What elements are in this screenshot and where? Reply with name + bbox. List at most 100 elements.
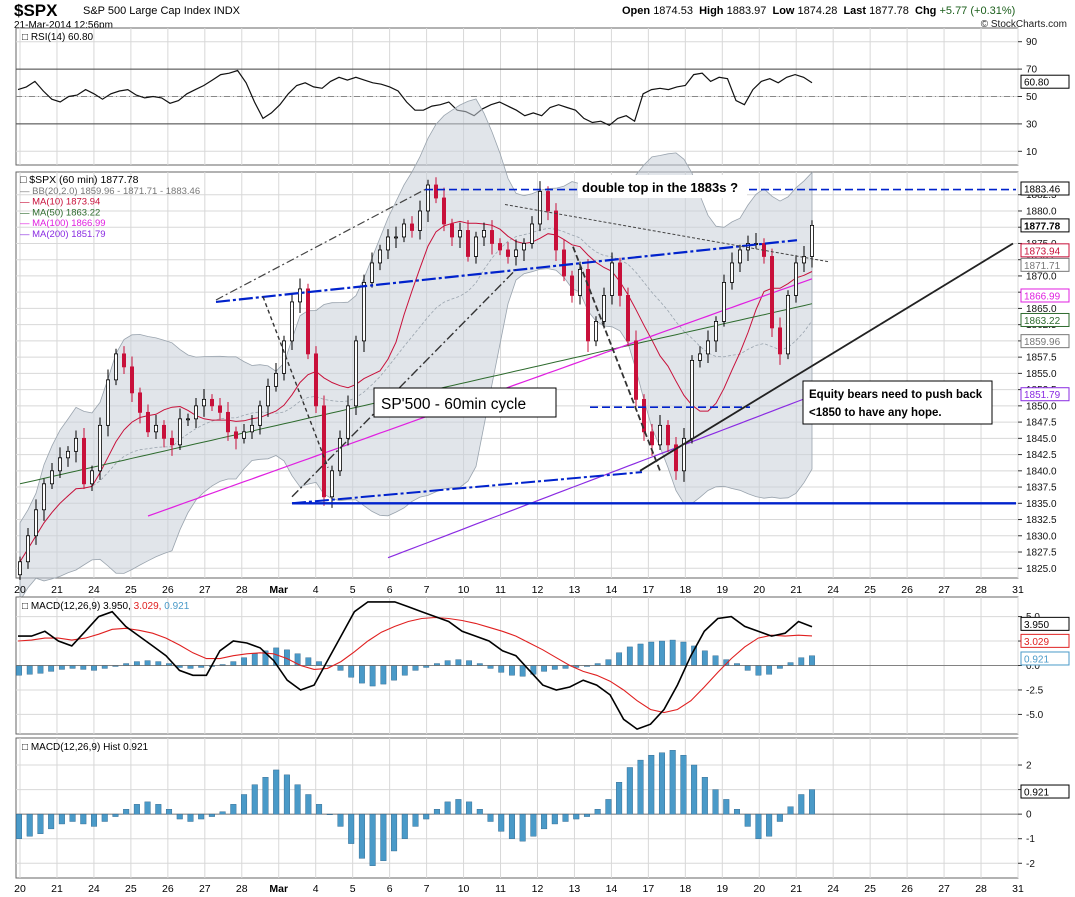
x-tick-label-bottom: 21 xyxy=(51,883,63,895)
rsi-line xyxy=(17,69,813,127)
price-value-tag-box xyxy=(1020,181,1070,196)
cycle-arm-line xyxy=(291,268,517,498)
x-tick-label-bottom: 12 xyxy=(532,883,544,895)
y-tick-label: 1825.0 xyxy=(1026,564,1057,575)
candle-body xyxy=(393,236,398,239)
rising-trendline xyxy=(639,242,1014,472)
candle-body xyxy=(50,470,55,485)
x-tick-label-bottom: 5 xyxy=(350,883,356,895)
candle-body xyxy=(153,424,158,433)
x-tick-label: 12 xyxy=(532,584,544,596)
y-tick-label: 1850.0 xyxy=(1026,401,1057,412)
price-value-tag: 1851.79 xyxy=(1024,390,1061,401)
hist-bar xyxy=(626,767,633,815)
hist-bar xyxy=(251,784,258,815)
price-legend-item: □ $SPX (60 min) 1877.78 xyxy=(20,174,139,186)
candle-body xyxy=(473,236,478,257)
x-tick-label: 4 xyxy=(313,584,319,596)
hist-bar xyxy=(755,813,762,839)
macd-hist-bar xyxy=(766,665,773,675)
candle-body xyxy=(481,230,486,238)
candle-body xyxy=(34,509,39,537)
x-tick-label: 31 xyxy=(1012,584,1024,596)
candle-body xyxy=(610,262,615,296)
macd-value-tag: 3.950 xyxy=(1024,620,1049,631)
macd-hist-bar xyxy=(412,665,419,671)
hist-bar xyxy=(358,813,365,859)
macd-hist-bar xyxy=(455,659,462,666)
hist-legend: □ MACD(12,26,9) Hist 0.921 xyxy=(22,742,149,753)
bears-annotation-line2: <1850 to have any hope. xyxy=(809,407,942,419)
candle-body xyxy=(417,210,422,231)
hist-bar xyxy=(380,813,387,862)
hist-bar xyxy=(498,813,505,832)
hist-bar xyxy=(230,804,237,815)
x-tick-label-bottom: 26 xyxy=(901,883,913,895)
price-legend-item: — BB(20,2.0) 1859.96 - 1871.71 - 1883.46 xyxy=(20,186,200,197)
quote-datetime: 21-Mar-2014 12:56pm xyxy=(14,20,113,31)
macd-hist-bar xyxy=(80,665,87,670)
candle-body xyxy=(25,535,30,563)
hist-bar xyxy=(337,813,344,827)
x-tick-label-bottom: 28 xyxy=(975,883,987,895)
macd-hist-bar xyxy=(509,665,515,676)
hist-bar xyxy=(262,777,269,815)
x-tick-label: 6 xyxy=(387,584,393,596)
candle-body xyxy=(217,405,222,413)
macd-legend-signal: 3.029, xyxy=(134,601,165,612)
macd-hist-bar xyxy=(369,665,376,687)
y-tick-label: 1827.5 xyxy=(1026,548,1057,559)
macd-panel: -5.0-2.50.02.55.0□ MACD(12,26,9) 3.950, … xyxy=(15,596,1070,735)
macd-hist-bar xyxy=(391,665,397,681)
candle-body xyxy=(129,366,134,394)
x-tick-label-bottom: 27 xyxy=(199,883,211,895)
channel-bottom-line xyxy=(291,471,643,505)
y-tick-label: 1837.5 xyxy=(1026,483,1057,494)
x-tick-label: 17 xyxy=(643,584,655,596)
hist-bar xyxy=(412,813,419,827)
candle-body xyxy=(562,249,567,277)
candle-body xyxy=(489,230,494,244)
macd-hist-bar xyxy=(241,657,247,666)
macd-hist-bar xyxy=(26,665,33,675)
candle-body xyxy=(289,301,294,342)
high-value: 1883.97 xyxy=(726,5,767,17)
y-tick-label: 1832.5 xyxy=(1026,515,1057,526)
candle-body xyxy=(42,483,47,511)
price-value-tag-box xyxy=(1020,312,1070,327)
candle-body xyxy=(738,249,743,264)
hist-bar xyxy=(91,813,98,827)
hist-bar xyxy=(733,809,740,815)
candle-body xyxy=(329,470,334,498)
x-tick-label: Mar xyxy=(269,584,288,596)
macd-hist-bar xyxy=(37,665,44,674)
price-panel: 1825.0 1827.5 1830.0 1832.5 1835.0 1837.5 1840… xyxy=(15,98,1070,603)
price-value-tag: 1883.46 xyxy=(1024,184,1061,195)
candle-body xyxy=(313,353,318,407)
candle-body xyxy=(602,295,607,322)
macd-hist-bar xyxy=(380,665,387,685)
price-value-tag: 1871.71 xyxy=(1024,261,1061,272)
price-value-tag: 1866.99 xyxy=(1024,291,1061,302)
y-tick-label: 1882.5 xyxy=(1026,190,1057,201)
macd-signal-tag-box xyxy=(1020,633,1070,648)
macd-line xyxy=(18,601,813,730)
hist-bar xyxy=(701,777,708,815)
macd-hist-bar xyxy=(701,650,708,666)
macd-legend: □ MACD(12,26,9) 3.950, 3.029, 0.921 xyxy=(22,601,190,612)
x-tick-label-bottom: 24 xyxy=(827,883,839,895)
candle-body xyxy=(337,437,342,472)
x-tick-label-bottom: 7 xyxy=(424,883,430,895)
candle-body xyxy=(786,295,791,355)
candle-body xyxy=(449,223,454,238)
candle-body xyxy=(17,561,22,576)
candle-body xyxy=(457,230,462,238)
x-tick-label: 25 xyxy=(864,584,876,596)
candle-body xyxy=(794,262,799,296)
hist-value-tag-box xyxy=(1020,784,1070,799)
hist-bar xyxy=(712,789,719,815)
candle-body xyxy=(257,405,262,426)
candle-body xyxy=(618,262,623,296)
ma10-line xyxy=(19,220,813,563)
